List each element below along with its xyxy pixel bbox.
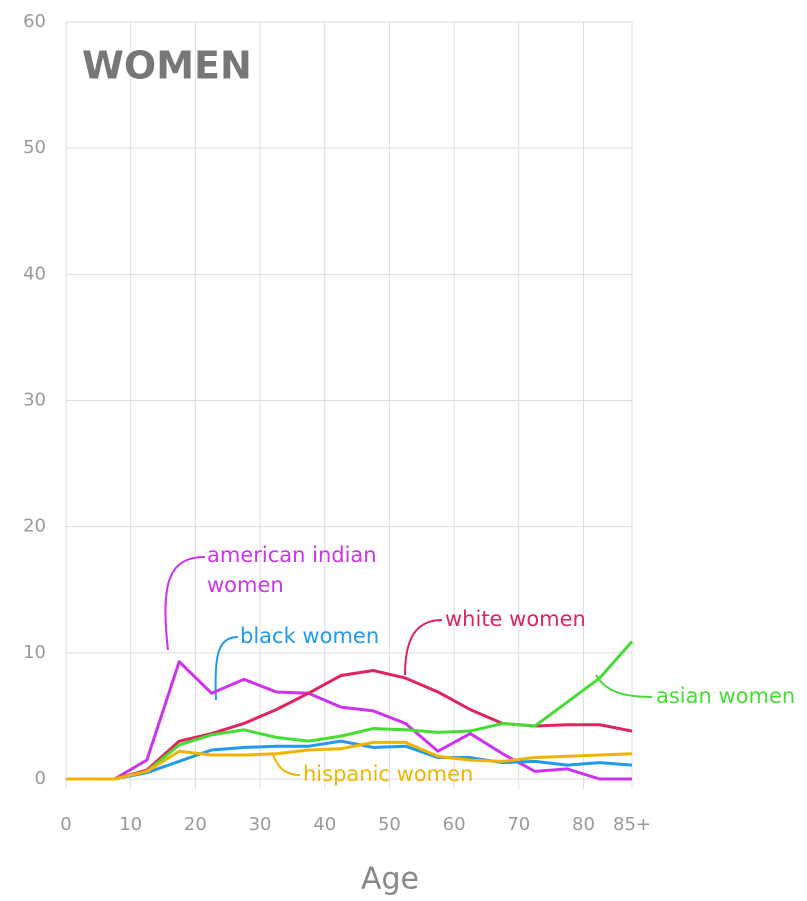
y-tick-label: 60 [23, 11, 46, 32]
leader [214, 636, 239, 701]
y-tick-label: 40 [23, 263, 46, 284]
y-tick-label: 0 [35, 768, 46, 789]
x-tick-label: 80 [572, 814, 595, 835]
leader [595, 674, 653, 698]
x-axis-label: Age [361, 862, 419, 897]
x-tick-label: 85+ [613, 814, 651, 835]
y-tick-label: 20 [23, 516, 46, 537]
series-label: asian women [656, 684, 796, 708]
x-tick-label: 10 [119, 814, 142, 835]
series-label: black women [240, 624, 380, 648]
series-line [66, 740, 633, 781]
chart-title: WOMEN [82, 44, 252, 88]
x-tick-label: 50 [378, 814, 401, 835]
x-tick-label: 60 [443, 814, 466, 835]
x-tick-label: 0 [60, 814, 71, 835]
y-tick-label: 30 [23, 390, 46, 411]
leader [164, 556, 206, 651]
y-tick-label: 50 [23, 137, 46, 158]
y-tick-label: 10 [23, 642, 46, 663]
series-label: hispanic women [303, 762, 474, 786]
series-line [66, 640, 634, 781]
x-tick-label: 40 [313, 814, 336, 835]
series-line [66, 668, 633, 781]
leader [271, 751, 301, 776]
leader [404, 619, 443, 676]
series-line [66, 660, 632, 781]
x-tick-label: 30 [249, 814, 272, 835]
x-tick-label: 70 [507, 814, 530, 835]
series-label: american indian women [207, 543, 377, 597]
x-tick-label: 20 [184, 814, 207, 835]
series-label: white women [445, 607, 586, 631]
